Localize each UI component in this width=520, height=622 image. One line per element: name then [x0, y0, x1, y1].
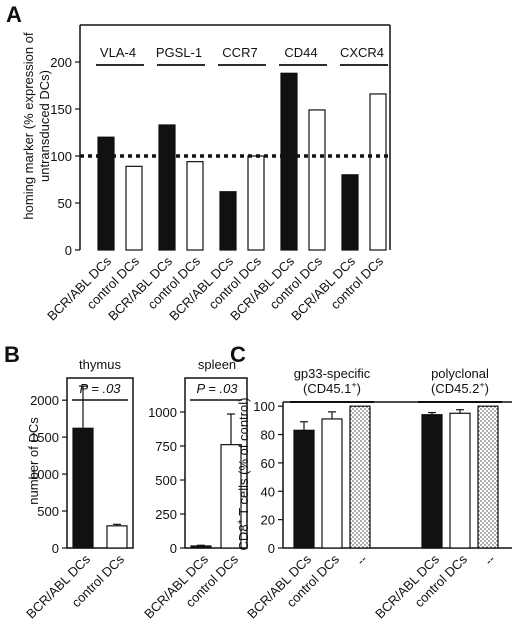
y-axis-label-c-rest: T cells (% of control) — [236, 398, 251, 520]
category-label-c: -- — [353, 552, 370, 569]
bar-a — [341, 174, 359, 251]
y-axis-label-line-a: homing marker (% expression of — [21, 32, 36, 220]
group-subheader-c: (CD45.2+) — [431, 380, 489, 396]
group-subheader-c-part: (CD45.2 — [431, 381, 479, 396]
y-axis-label-a: homing marker (% expression ofuntransduc… — [21, 32, 52, 220]
group-label-a: CCR7 — [222, 45, 257, 60]
y-tick-label-b: 1000 — [30, 467, 59, 482]
y-tick-label-c: 20 — [261, 513, 275, 528]
bar-a — [186, 161, 204, 251]
group-subheader-c-sup: + — [479, 380, 484, 390]
y-tick-label-b: 250 — [155, 507, 177, 522]
bar-a — [219, 191, 237, 251]
y-tick-label-b: 2000 — [30, 393, 59, 408]
y-tick-label-a: 150 — [50, 102, 72, 117]
group-subheader-c-part: (CD45.1 — [303, 381, 351, 396]
y-tick-label-b: 500 — [155, 473, 177, 488]
y-tick-label-b: 1500 — [30, 430, 59, 445]
bar-a — [369, 93, 387, 251]
group-label-a: PGSL-1 — [156, 45, 202, 60]
y-axis-label-c-sup: + — [235, 519, 245, 524]
group-subheader-c: (CD45.1+) — [303, 380, 361, 396]
y-tick-label-c: 60 — [261, 456, 275, 471]
group-subheader-c-rest: ) — [485, 381, 489, 396]
bar-c — [293, 429, 315, 549]
y-tick-label-b: 500 — [37, 504, 59, 519]
bar-c — [477, 405, 499, 549]
group-label-a: CXCR4 — [340, 45, 384, 60]
bar-b — [190, 545, 212, 549]
group-header-c: polyclonal — [431, 366, 489, 381]
y-tick-label-b: 750 — [155, 439, 177, 454]
bar-c — [321, 418, 343, 549]
y-tick-label-a: 100 — [50, 149, 72, 164]
group-label-a: CD44 — [284, 45, 317, 60]
y-axis-label-c: CD8+ T cells (% of control) — [235, 398, 251, 551]
panel-c-letter: C — [230, 342, 246, 367]
y-tick-label-b: 1000 — [148, 405, 177, 420]
y-axis-label-b: number of DCs — [26, 417, 41, 505]
y-axis-label-line-a: untransduced DCs) — [37, 70, 52, 182]
y-tick-label-c: 80 — [261, 428, 275, 443]
y-tick-label-c: 40 — [261, 484, 275, 499]
y-axis-label-c-part: CD8 — [236, 524, 251, 550]
bar-b — [106, 525, 128, 549]
bar-a — [97, 136, 115, 251]
frame-b — [184, 377, 248, 549]
panel-a-letter: A — [6, 2, 22, 27]
bar-c — [349, 405, 371, 549]
group-subheader-c-sup: + — [351, 380, 356, 390]
bar-a — [247, 155, 265, 251]
y-tick-label-b: 0 — [170, 541, 177, 556]
y-tick-label-c: 100 — [253, 399, 275, 414]
panel-b-chart: number of DCs thymus 0 500 1000 1500 2000 P = .… — [23, 357, 248, 622]
subplot-title-b: spleen — [198, 357, 236, 372]
bar-a — [308, 109, 326, 251]
bar-a — [280, 72, 298, 251]
p-value-b: P = .03 — [79, 381, 121, 396]
bar-b — [72, 427, 94, 549]
y-tick-label-a: 50 — [58, 196, 72, 211]
panel-b-letter: B — [4, 342, 20, 367]
bar-a — [158, 124, 176, 251]
group-header-c: gp33-specific — [294, 366, 371, 381]
bar-c — [449, 412, 471, 549]
subplot-title-b: thymus — [79, 357, 121, 372]
y-tick-label-b: 0 — [52, 541, 59, 556]
bar-a — [125, 165, 143, 251]
frame-b — [66, 377, 134, 549]
bar-c — [421, 414, 443, 549]
p-value-b: P = .03 — [196, 381, 238, 396]
group-subheader-c-rest: ) — [357, 381, 361, 396]
y-tick-label-a: 0 — [65, 243, 72, 258]
category-label-c: -- — [481, 552, 498, 569]
group-label-a: VLA-4 — [100, 45, 136, 60]
y-tick-label-a: 200 — [50, 55, 72, 70]
y-tick-label-c: 0 — [268, 541, 275, 556]
